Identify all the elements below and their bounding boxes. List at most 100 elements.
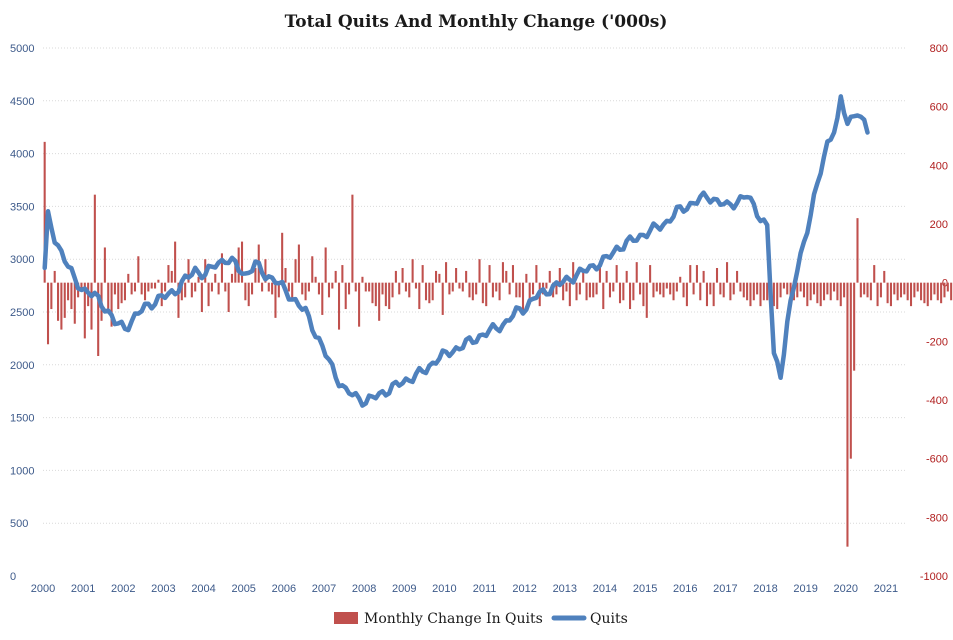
x-tick-label: 2003: [151, 583, 175, 595]
change-bar: [455, 268, 458, 283]
change-bar: [829, 282, 832, 301]
change-bar: [612, 282, 615, 292]
x-tick-label: 2007: [312, 583, 336, 595]
change-bar: [669, 282, 672, 295]
change-bar: [689, 265, 692, 283]
change-bar: [465, 270, 468, 283]
change-bar: [337, 282, 341, 330]
change-bar: [856, 218, 859, 283]
change-bar: [287, 282, 290, 292]
change-bar: [699, 282, 702, 301]
change-bar: [127, 273, 130, 283]
change-bar: [511, 265, 515, 283]
change-bar: [200, 282, 203, 312]
change-bar: [411, 259, 414, 283]
change-bar: [388, 282, 391, 310]
right-axis-ticks: -1000-800-600-400-2000200400600800: [920, 43, 948, 583]
x-tick-label: 2018: [753, 583, 777, 595]
change-bar: [267, 282, 270, 292]
change-bar: [729, 282, 732, 301]
change-bar: [60, 282, 63, 330]
change-bar: [304, 282, 307, 301]
change-bar: [431, 282, 434, 301]
change-bar: [525, 273, 528, 283]
change-bar: [906, 282, 909, 301]
x-tick-label: 2013: [553, 583, 577, 595]
change-bar: [481, 282, 484, 304]
change-bar: [746, 282, 749, 301]
change-bar: [809, 282, 812, 301]
change-bar: [53, 270, 56, 283]
change-bar: [602, 282, 605, 310]
change-bar: [575, 282, 578, 301]
change-bar: [364, 282, 367, 292]
change-bar: [294, 259, 297, 283]
x-tick-label: 2002: [111, 583, 135, 595]
change-bar: [675, 282, 678, 292]
change-bar: [893, 282, 896, 295]
change-bar: [468, 282, 471, 298]
change-bar: [705, 282, 709, 307]
change-bar: [752, 282, 755, 301]
right-tick-label: -1000: [920, 571, 948, 583]
change-bar: [555, 282, 558, 295]
change-bar: [207, 282, 210, 307]
change-bar: [167, 265, 170, 283]
change-bar: [501, 262, 504, 283]
change-bar: [485, 282, 488, 307]
change-bar: [946, 282, 949, 292]
x-tick-label: 2021: [874, 583, 898, 595]
change-bar: [324, 247, 327, 283]
change-bar: [327, 282, 331, 298]
quits-series-line: [42, 94, 870, 408]
change-bar: [515, 282, 518, 298]
change-bar: [50, 282, 53, 310]
change-bar: [635, 262, 638, 283]
change-bar: [608, 282, 612, 298]
change-bar: [742, 282, 745, 298]
change-bar: [702, 270, 705, 283]
change-bar: [334, 270, 337, 283]
change-bar: [404, 282, 407, 292]
change-bar: [933, 282, 936, 295]
change-bar: [766, 282, 769, 301]
x-tick-label: 2004: [191, 583, 215, 595]
change-bar: [344, 282, 347, 310]
change-bar: [147, 282, 150, 292]
change-bar: [408, 282, 411, 298]
change-bar: [291, 282, 294, 301]
change-bar: [659, 282, 662, 295]
change-bar: [886, 282, 889, 304]
change-bar: [170, 270, 173, 283]
x-tick-label: 2005: [231, 583, 255, 595]
change-bar: [732, 282, 735, 295]
change-bar: [157, 279, 160, 283]
change-bar: [247, 282, 250, 307]
change-bar: [585, 282, 588, 301]
change-bar: [391, 282, 394, 298]
change-bar: [274, 282, 277, 318]
change-bar: [254, 268, 257, 283]
change-bar: [461, 282, 464, 292]
change-bar: [565, 282, 568, 292]
change-bar: [903, 282, 906, 295]
x-tick-label: 2006: [272, 583, 296, 595]
change-bar: [63, 282, 66, 318]
change-bar: [926, 282, 929, 307]
change-bar: [588, 282, 591, 298]
change-bar: [341, 265, 344, 283]
change-bar: [531, 282, 535, 295]
change-bar: [154, 282, 157, 289]
change-bar: [140, 282, 143, 295]
change-bar: [177, 282, 180, 318]
change-bar: [434, 270, 438, 283]
change-bar: [615, 265, 618, 283]
right-tick-label: -400: [926, 395, 948, 407]
change-bar: [351, 194, 354, 283]
change-bar: [137, 256, 140, 283]
change-bar: [786, 282, 789, 295]
right-tick-label: 600: [930, 102, 948, 114]
change-bar: [622, 282, 625, 301]
